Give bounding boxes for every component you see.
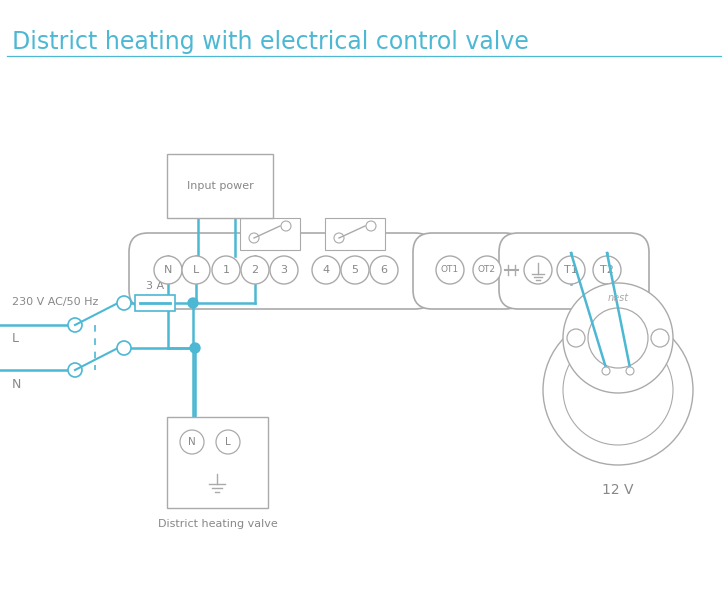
- Circle shape: [593, 256, 621, 284]
- Circle shape: [567, 329, 585, 347]
- Circle shape: [190, 343, 200, 353]
- Circle shape: [436, 256, 464, 284]
- Text: nest: nest: [607, 293, 628, 303]
- Text: 230 V AC/50 Hz: 230 V AC/50 Hz: [12, 297, 98, 307]
- Text: T1: T1: [564, 265, 578, 275]
- Circle shape: [366, 221, 376, 231]
- Circle shape: [524, 256, 552, 284]
- Circle shape: [270, 256, 298, 284]
- FancyBboxPatch shape: [413, 233, 524, 309]
- Text: 1: 1: [223, 265, 229, 275]
- Circle shape: [543, 315, 693, 465]
- Circle shape: [563, 283, 673, 393]
- Text: Input power: Input power: [186, 181, 253, 191]
- Text: nest: nest: [606, 363, 629, 373]
- Circle shape: [602, 367, 610, 375]
- Text: L: L: [225, 437, 231, 447]
- Circle shape: [557, 256, 585, 284]
- FancyBboxPatch shape: [167, 417, 268, 508]
- Circle shape: [281, 221, 291, 231]
- Circle shape: [180, 430, 204, 454]
- Text: OT1: OT1: [441, 266, 459, 274]
- Circle shape: [626, 367, 634, 375]
- Circle shape: [241, 256, 269, 284]
- Text: District heating with electrical control valve: District heating with electrical control…: [12, 30, 529, 54]
- Circle shape: [563, 335, 673, 445]
- Circle shape: [117, 296, 131, 310]
- Circle shape: [341, 256, 369, 284]
- Text: 12 V: 12 V: [602, 483, 634, 497]
- Circle shape: [182, 256, 210, 284]
- Circle shape: [588, 308, 648, 368]
- Circle shape: [212, 256, 240, 284]
- Text: OT2: OT2: [478, 266, 496, 274]
- Circle shape: [334, 233, 344, 243]
- FancyBboxPatch shape: [167, 154, 273, 218]
- FancyBboxPatch shape: [499, 233, 649, 309]
- Text: N: N: [164, 265, 173, 275]
- FancyBboxPatch shape: [135, 295, 175, 311]
- Circle shape: [117, 341, 131, 355]
- Circle shape: [188, 298, 198, 308]
- Circle shape: [249, 233, 259, 243]
- Circle shape: [651, 329, 669, 347]
- FancyBboxPatch shape: [240, 218, 300, 250]
- Circle shape: [370, 256, 398, 284]
- Text: L: L: [193, 265, 199, 275]
- FancyBboxPatch shape: [129, 233, 434, 309]
- FancyBboxPatch shape: [325, 218, 385, 250]
- Text: N: N: [12, 378, 21, 391]
- Circle shape: [68, 363, 82, 377]
- Text: 2: 2: [251, 265, 258, 275]
- Text: 3: 3: [280, 265, 288, 275]
- Circle shape: [68, 318, 82, 332]
- Text: 6: 6: [381, 265, 387, 275]
- Text: 3 A: 3 A: [146, 281, 164, 291]
- Text: 4: 4: [323, 265, 330, 275]
- Circle shape: [216, 430, 240, 454]
- Text: N: N: [188, 437, 196, 447]
- Text: T2: T2: [600, 265, 614, 275]
- Circle shape: [473, 256, 501, 284]
- Circle shape: [154, 256, 182, 284]
- Circle shape: [312, 256, 340, 284]
- Text: L: L: [12, 332, 19, 345]
- Text: 5: 5: [352, 265, 358, 275]
- Text: District heating valve: District heating valve: [158, 519, 277, 529]
